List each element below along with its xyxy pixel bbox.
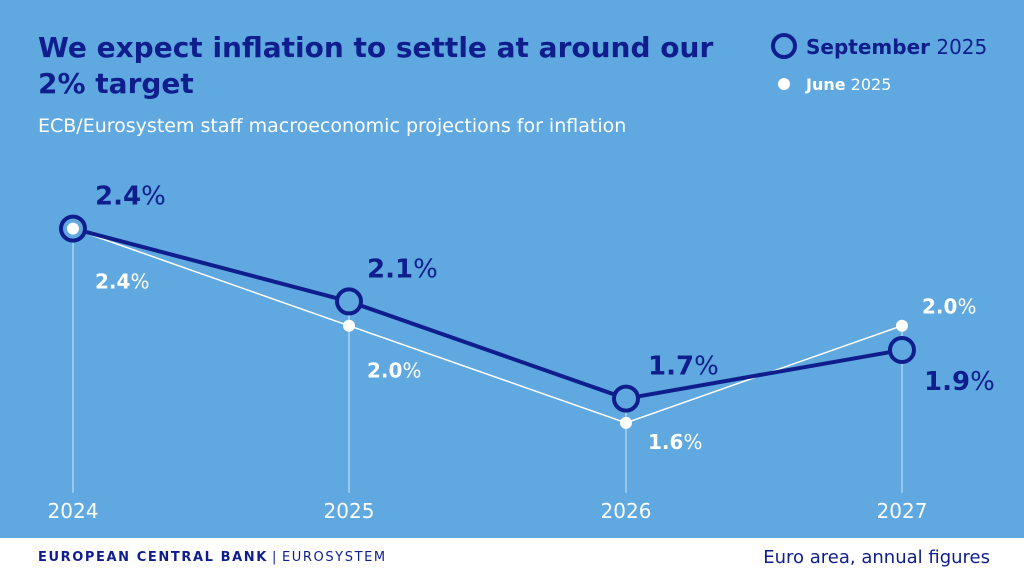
- june-point-2025: [343, 319, 355, 332]
- june-label-2026: 1.6%: [648, 430, 702, 454]
- september-label-2025: 2.1%: [367, 254, 438, 284]
- footer-separator: |: [271, 550, 278, 565]
- september-label-2024: 2.4%: [95, 182, 166, 212]
- x-tick-2025: 2025: [324, 499, 375, 523]
- footer: EUROPEAN CENTRAL BANK | EUROSYSTEM Euro ar…: [0, 538, 1024, 576]
- legend-june-label: June 2025: [805, 75, 891, 94]
- legend-september-symbol: [771, 33, 797, 59]
- june-point-2024: [67, 222, 79, 235]
- x-tick-2024: 2024: [48, 499, 99, 523]
- june-point-2027: [896, 319, 908, 332]
- september-point-2027: [888, 336, 916, 364]
- september-label-2027: 1.9%: [924, 367, 995, 397]
- footer-system: EUROSYSTEM: [281, 550, 387, 565]
- june-point-2026: [620, 416, 632, 429]
- legend-june-symbol: [778, 78, 790, 90]
- footer-note: Euro area, annual figures: [763, 547, 990, 568]
- september-point-2025: [335, 287, 363, 316]
- june-label-2025: 2.0%: [367, 359, 421, 383]
- june-label-2024: 2.4%: [95, 270, 149, 294]
- x-tick-2026: 2026: [601, 499, 652, 523]
- june-label-2027: 2.0%: [922, 295, 976, 319]
- september-label-2026: 1.7%: [648, 352, 719, 382]
- series-june-2025-line: [72, 227, 903, 424]
- footer-org-name: EUROPEAN CENTRAL BANK: [38, 550, 268, 565]
- september-point-2026: [612, 384, 640, 413]
- legend-september-label: September 2025: [806, 35, 987, 59]
- page-title: We expect inflation to settle at around …: [38, 31, 714, 100]
- series-september-2025-line: [72, 226, 903, 401]
- page-subtitle: ECB/Eurosystem staff macroeconomic proje…: [38, 115, 627, 137]
- line-chart: 2.4% 2.1% 1.7% 1.9% 2.4% 2.0% 1.6% 2.0% 2024 2025…: [48, 33, 995, 523]
- x-tick-2027: 2027: [877, 499, 928, 523]
- footer-org: EUROPEAN CENTRAL BANK | EUROSYSTEM: [38, 550, 387, 565]
